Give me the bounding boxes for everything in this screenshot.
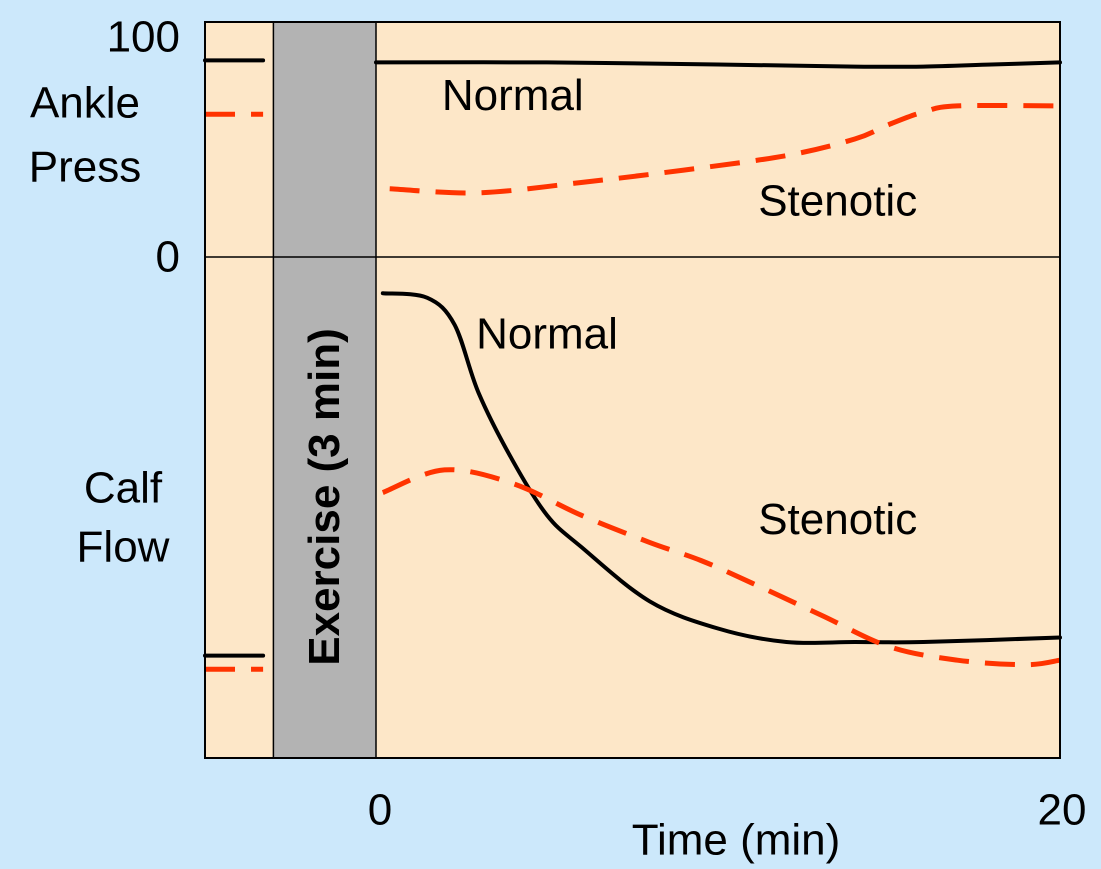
y-tick-label-100: 100 [107, 13, 180, 62]
x-tick-label-0: 0 [368, 786, 392, 835]
exercise-band [272, 21, 377, 759]
ankle-panel-label-line-1: Ankle [30, 79, 140, 128]
calf-stenotic-line-segment-2 [381, 467, 1061, 668]
calf-normal-line-segment-2 [380, 291, 1062, 646]
ankle-stenotic-annotation: Stenotic [758, 177, 917, 226]
y-tick-label-0: 0 [156, 233, 180, 282]
calf-panel-label-line-1: Calf [84, 464, 163, 513]
x-axis-label: Time (min) [632, 816, 841, 865]
calf-normal-annotation: Normal [476, 310, 618, 359]
x-tick-label-20: 20 [1038, 786, 1087, 835]
ankle-normal-annotation: Normal [442, 71, 584, 120]
calf-panel-label-line-2: Flow [77, 523, 170, 572]
ankle-stenotic-line-segment-2 [389, 102, 1061, 196]
exercise-band-label: Exercise (3 min) [300, 328, 349, 666]
plot-frame [204, 21, 1061, 759]
ankle-normal-line-segment-2 [374, 60, 1062, 69]
calf-stenotic-annotation: Stenotic [758, 495, 917, 544]
ankle-panel-label-line-2: Press [29, 143, 141, 192]
